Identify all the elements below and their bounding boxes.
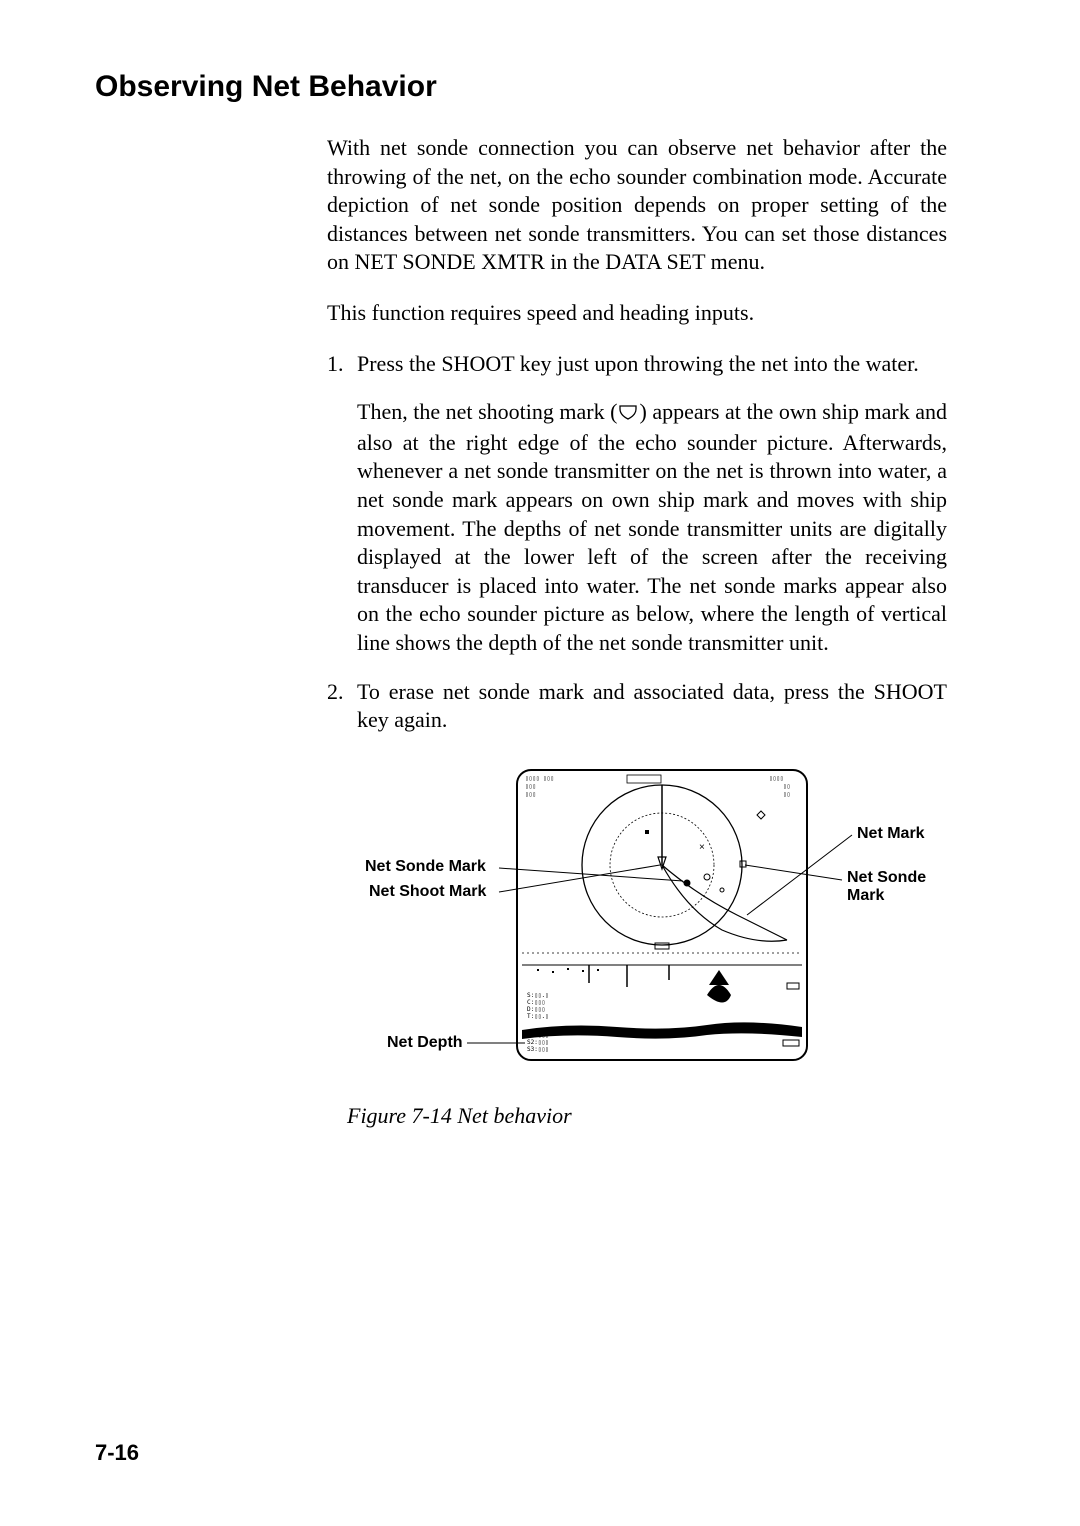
- requirement-paragraph: This function requires speed and heading…: [327, 299, 947, 328]
- step-2: 2. To erase net sonde mark and associate…: [327, 678, 947, 735]
- svg-text:▯▯: ▯▯: [783, 791, 790, 798]
- label-net-sonde-mark-right-l2: Mark: [847, 887, 884, 905]
- step-1-text: Press the SHOOT key just upon throwing t…: [357, 350, 947, 379]
- step-1-detail-a: Then, the net shooting mark (: [357, 399, 617, 424]
- svg-text:D:▯▯▯: D:▯▯▯: [527, 1006, 545, 1013]
- label-net-shoot-mark: Net Shoot Mark: [369, 883, 486, 901]
- svg-text:▯▯▯▯ ▯▯▯: ▯▯▯▯ ▯▯▯: [525, 775, 554, 782]
- svg-text:S:▯▯.▯: S:▯▯.▯: [527, 992, 549, 999]
- svg-text:T:▯▯.▯: T:▯▯.▯: [527, 1013, 549, 1020]
- svg-text:S3:▯▯▯: S3:▯▯▯: [527, 1046, 549, 1053]
- step-1: 1. Press the SHOOT key just upon throwin…: [327, 350, 947, 379]
- net-behavior-diagram: × ▯▯▯▯ ▯▯▯ ▯▯▯ ▯▯▯ ▯▯▯▯ ▯▯: [327, 765, 967, 1075]
- step-1-detail-b: ) appears at the own ship mark and also …: [357, 399, 947, 655]
- intro-paragraph: With net sonde connection you can observ…: [327, 134, 947, 277]
- step-1-number: 1.: [327, 350, 357, 379]
- step-2-number: 2.: [327, 678, 357, 735]
- label-net-sonde-mark-right-l1: Net Sonde: [847, 869, 926, 887]
- svg-text:▯▯▯▯: ▯▯▯▯: [769, 775, 783, 782]
- svg-text:C:▯▯▯: C:▯▯▯: [527, 999, 545, 1006]
- step-2-text: To erase net sonde mark and associated d…: [357, 678, 947, 735]
- svg-text:▯▯▯: ▯▯▯: [525, 783, 536, 790]
- section-title: Observing Net Behavior: [95, 70, 980, 104]
- svg-text:×: ×: [699, 842, 705, 853]
- svg-text:▯▯▯: ▯▯▯: [525, 791, 536, 798]
- svg-text:S2:▯▯▯: S2:▯▯▯: [527, 1039, 549, 1046]
- label-net-sonde-mark-left: Net Sonde Mark: [365, 858, 486, 876]
- label-net-depth: Net Depth: [387, 1034, 463, 1052]
- page-number: 7-16: [95, 1440, 139, 1466]
- svg-text:▯▯: ▯▯: [783, 783, 790, 790]
- svg-text:S1:▯▯▯: S1:▯▯▯: [527, 1032, 549, 1039]
- figure-7-14: × ▯▯▯▯ ▯▯▯ ▯▯▯ ▯▯▯ ▯▯▯▯ ▯▯: [327, 765, 967, 1129]
- label-net-mark: Net Mark: [857, 825, 925, 843]
- net-shoot-mark-icon: [617, 400, 639, 429]
- step-1-detail: Then, the net shooting mark ( ) appears …: [357, 398, 947, 657]
- figure-caption: Figure 7-14 Net behavior: [347, 1103, 967, 1129]
